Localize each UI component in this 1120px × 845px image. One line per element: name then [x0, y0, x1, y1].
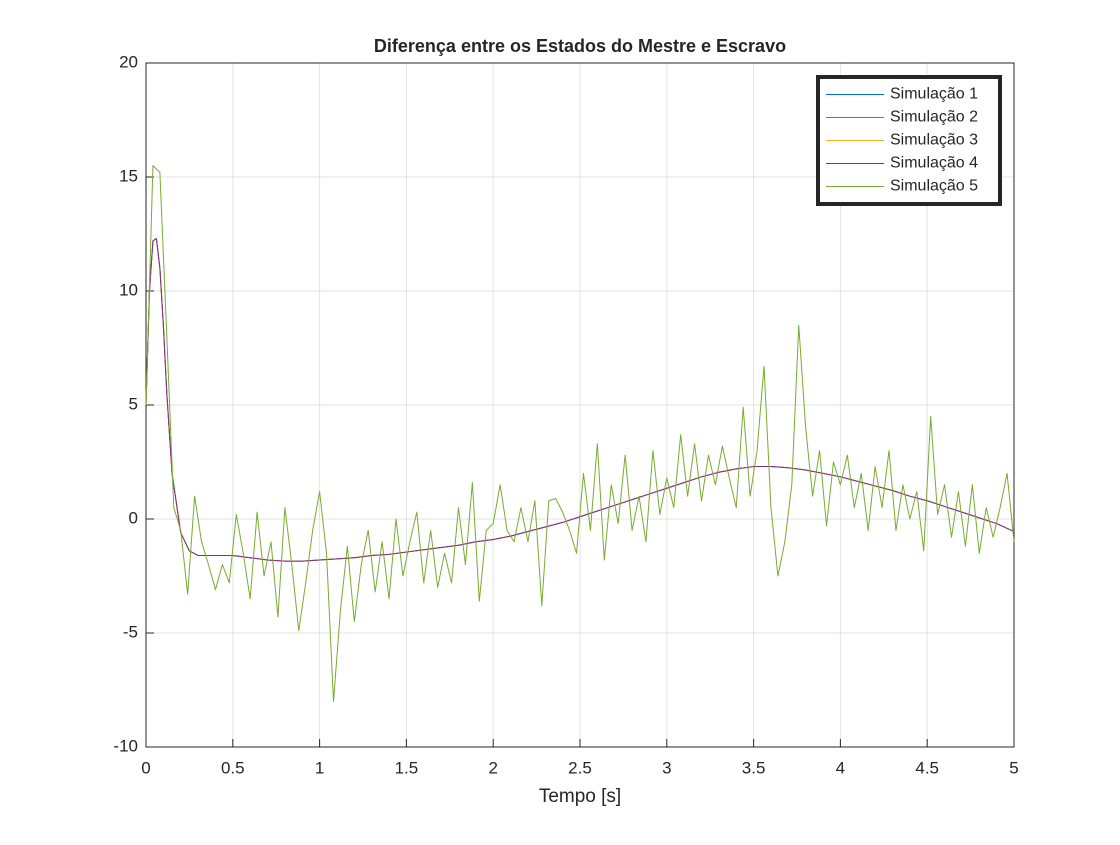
x-tick-label: 3 [662, 758, 671, 777]
legend-label: Simulação 5 [890, 178, 978, 195]
series-line [145, 238, 1015, 562]
x-tick-label: 3.5 [742, 758, 766, 777]
x-tick-label: 0 [141, 758, 150, 777]
legend-label: Simulação 1 [890, 86, 978, 103]
x-tick-label: 4.5 [915, 758, 939, 777]
x-tick-label: 4 [836, 758, 845, 777]
y-tick-label: -10 [113, 736, 138, 755]
x-tick-label: 5 [1009, 758, 1018, 777]
x-axis-label: Tempo [s] [539, 786, 621, 807]
y-tick-label: 10 [119, 280, 138, 299]
chart-title: Diferença entre os Estados do Mestre e E… [374, 36, 786, 56]
legend-label: Simulação 2 [890, 109, 978, 126]
x-tick-label: 2 [488, 758, 497, 777]
x-tick-label: 0.5 [221, 758, 245, 777]
x-tick-label: 2.5 [568, 758, 592, 777]
series-line [145, 165, 1015, 702]
x-tick-label: 1.5 [395, 758, 419, 777]
y-tick-label: 20 [119, 52, 138, 71]
legend-label: Simulação 4 [890, 155, 978, 172]
x-tick-label: 1 [315, 758, 324, 777]
y-tick-label: -5 [123, 622, 138, 641]
y-tick-label: 0 [129, 508, 138, 527]
y-tick-label: 5 [129, 394, 138, 413]
legend-label: Simulação 3 [890, 132, 978, 149]
y-tick-label: 15 [119, 166, 138, 185]
